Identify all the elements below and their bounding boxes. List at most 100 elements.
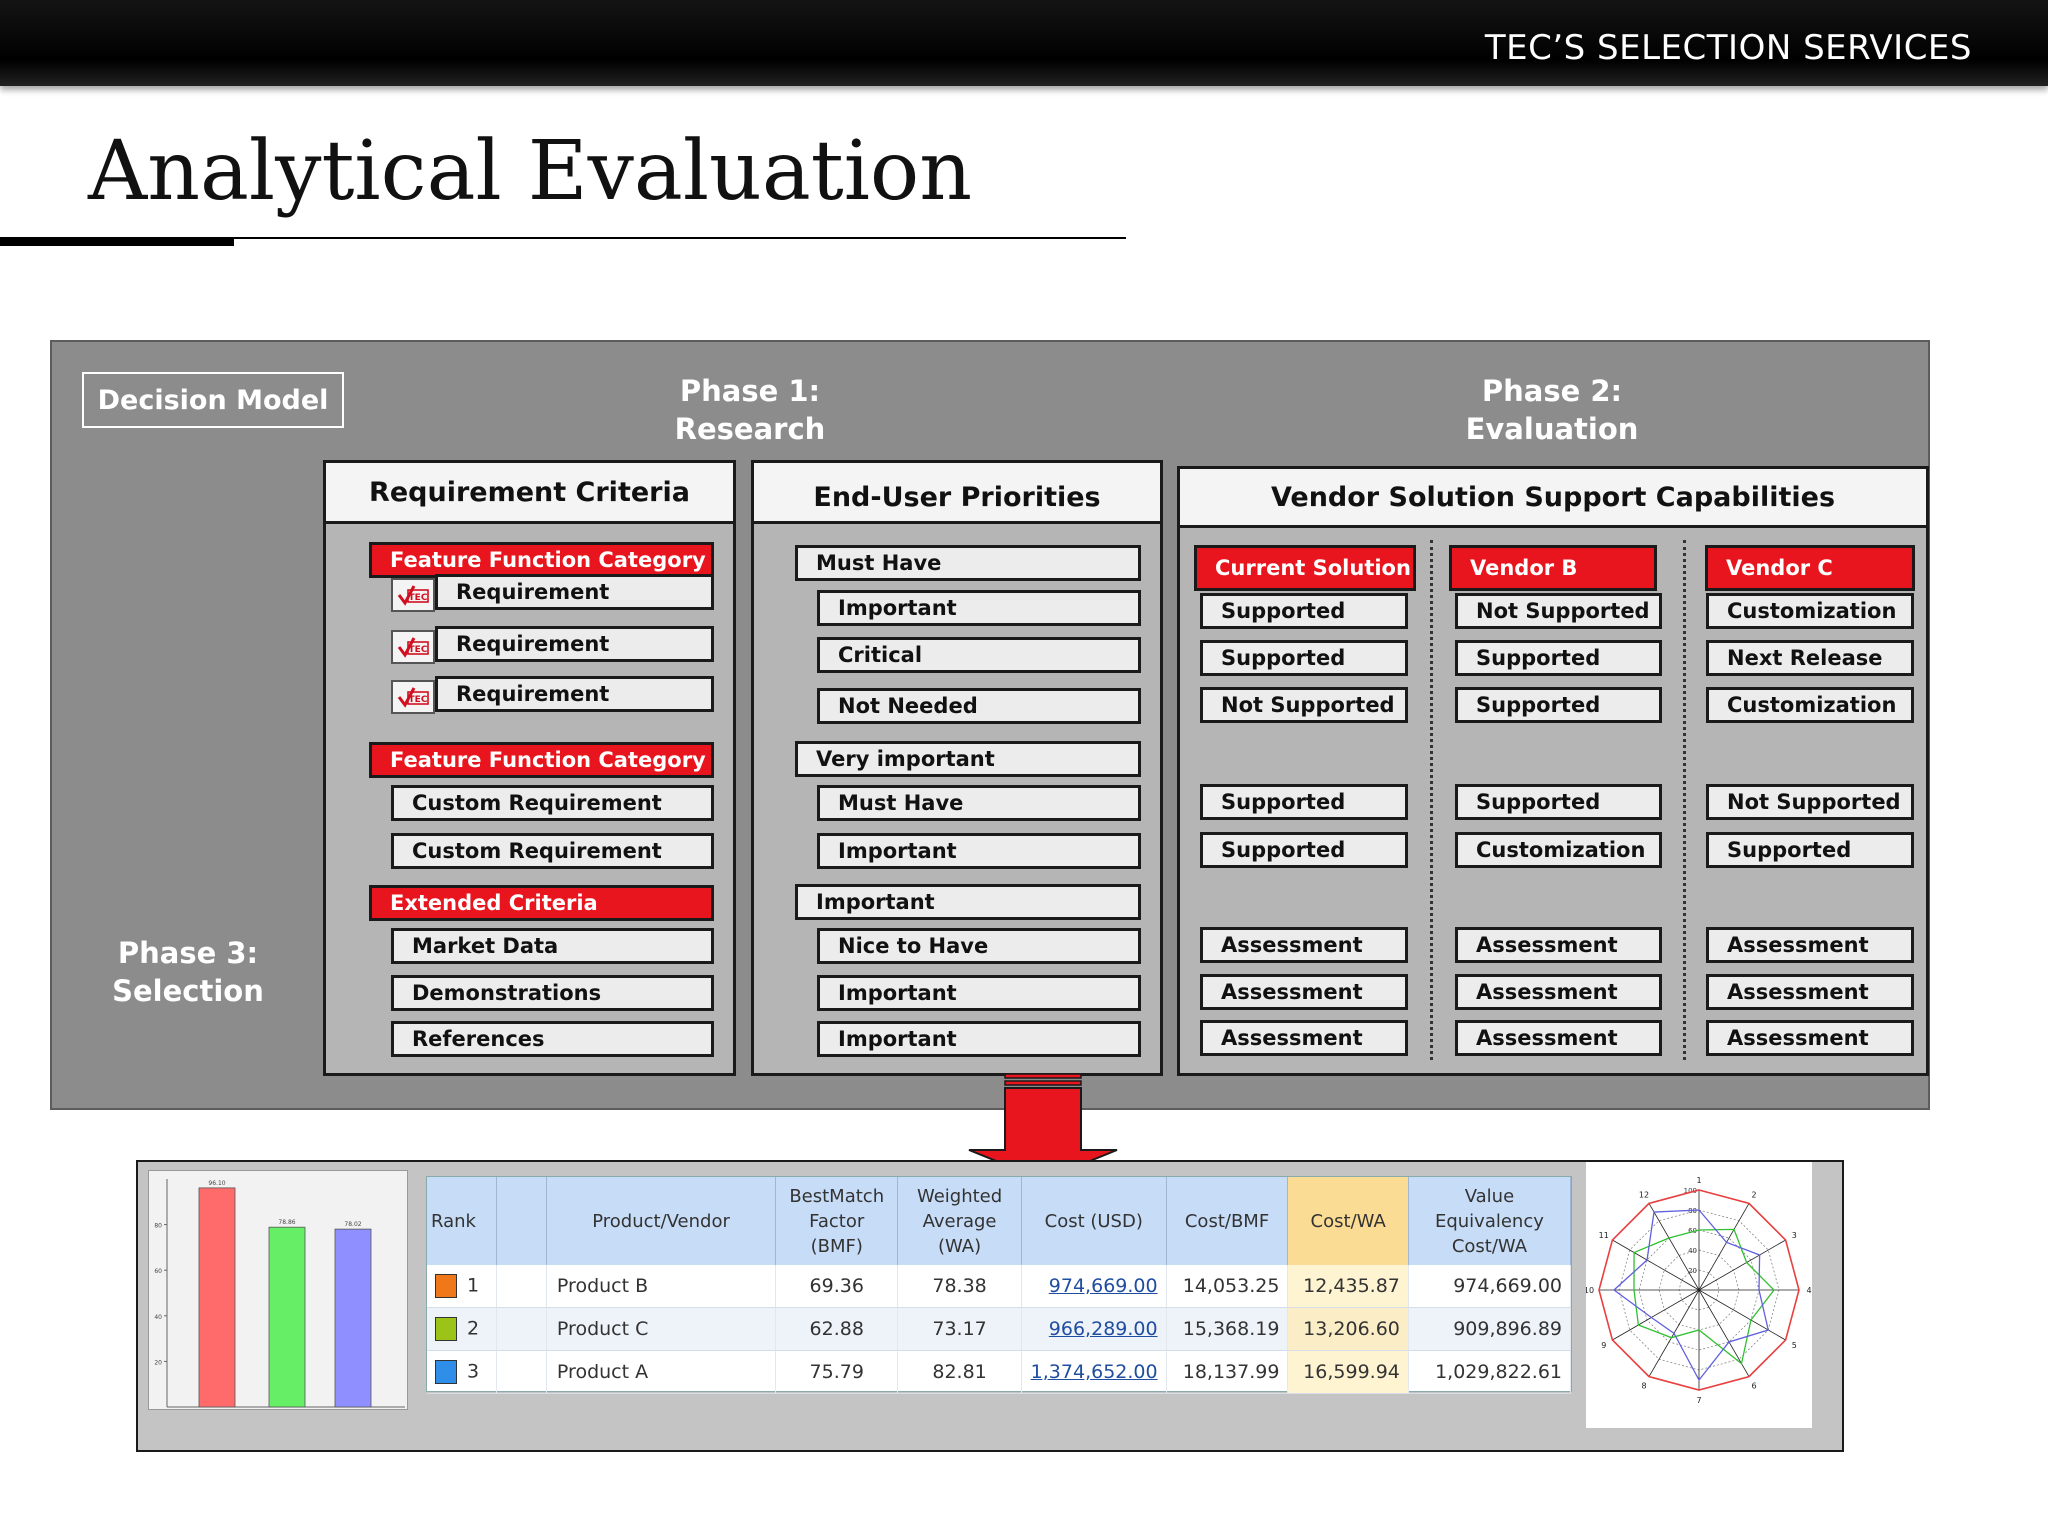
criteria-item: Custom Requirement [391, 833, 714, 869]
column-header[interactable]: Weighted Average (WA) [897, 1177, 1022, 1265]
product-name: Product B [546, 1265, 777, 1308]
priority-item: Important [817, 975, 1141, 1011]
table-row[interactable]: 3 Product A 75.79 82.81 1,374,652.00 18,137.9… [427, 1350, 1572, 1394]
vendor-capability: Supported [1455, 687, 1662, 723]
radar-tick-label: 80 [1688, 1207, 1697, 1215]
vendor-capability: Customization [1455, 832, 1662, 868]
phase-3-line-1: Phase 3: [117, 936, 259, 970]
bar-data-label: 78.86 [278, 1219, 295, 1226]
vendor-capability: Not Supported [1200, 687, 1408, 723]
priority-item: Important [817, 590, 1141, 626]
requirement-row: TEC Requirement [391, 676, 714, 716]
priority-item: Important [817, 833, 1141, 869]
vendor-name: Vendor C [1705, 545, 1915, 591]
svg-text:TEC: TEC [409, 645, 428, 655]
column-header[interactable] [496, 1177, 547, 1265]
bar [268, 1226, 306, 1408]
vendor-capability: Customization [1706, 687, 1914, 723]
phase-3-line-2: Selection [112, 974, 264, 1008]
vendor-capability: Supported [1706, 832, 1914, 868]
table-row[interactable]: 1 Product B 69.36 78.38 974,669.00 14,053.25 1… [427, 1265, 1572, 1308]
radar-axis-label: 11 [1599, 1231, 1609, 1240]
rank-color-swatch [435, 1317, 457, 1341]
radar-axis-label: 9 [1601, 1341, 1606, 1350]
vendor-capability: Assessment [1200, 974, 1408, 1010]
y-tick-label: 40 [154, 1314, 162, 1321]
vendor-capability: Next Release [1706, 640, 1914, 676]
y-tick-label: 60 [154, 1268, 162, 1275]
end-user-priorities-header: End-User Priorities [751, 460, 1163, 524]
bar-chart-svg: 20 40 60 80 96.10 78.86 78.02 [154, 1179, 405, 1408]
vendor-capability: Supported [1200, 784, 1408, 820]
spacer-cell [496, 1350, 547, 1394]
vendor-capability: Supported [1200, 832, 1408, 868]
cost-link[interactable]: 974,669.00 [1021, 1265, 1167, 1308]
vendor-capability: Supported [1200, 593, 1408, 629]
page-title: Analytical Evaluation [88, 124, 973, 219]
down-arrow-icon [968, 1074, 1118, 1182]
category-label: Feature Function Category [369, 542, 714, 578]
rank-number: 3 [467, 1360, 480, 1383]
decision-model-label: Decision Model [82, 372, 344, 428]
column-header[interactable]: Value Equivalency Cost/WA [1408, 1177, 1572, 1265]
radar-spoke [1698, 1203, 1750, 1291]
cost-bmf-value: 18,137.99 [1166, 1350, 1289, 1394]
category-label: Feature Function Category [369, 742, 714, 778]
column-header[interactable]: Cost/BMF [1166, 1177, 1289, 1265]
vendor-capability: Assessment [1706, 974, 1914, 1010]
cost-link[interactable]: 966,289.00 [1021, 1307, 1167, 1351]
priority-item: Critical [817, 637, 1141, 673]
radar-tick-label: 20 [1688, 1267, 1697, 1275]
bar [198, 1187, 236, 1408]
results-table-container: Rank Product/Vendor BestMatch Factor (BMF)… [426, 1176, 1572, 1394]
spacer-cell [496, 1265, 547, 1308]
radar-chart: 20 40 60 80 100 1 2 3 4 5 6 7 8 9 10 11 12 [1584, 1162, 1812, 1428]
priority-item: Important [817, 1021, 1141, 1057]
phase-2-line-2: Evaluation [1465, 412, 1639, 446]
bar [334, 1228, 372, 1408]
cost-bmf-value: 15,368.19 [1166, 1307, 1289, 1351]
requirement-label: Requirement [435, 676, 714, 712]
vendor-divider [1683, 540, 1686, 1060]
vendor-capability: Supported [1455, 640, 1662, 676]
rank-cell: 1 [427, 1265, 497, 1308]
vendor-capability: Supported [1455, 784, 1662, 820]
radar-spoke [1612, 1239, 1700, 1291]
vendor-capability: Customization [1706, 593, 1914, 629]
column-header[interactable]: Cost (USD) [1021, 1177, 1167, 1265]
vendor-support-header: Vendor Solution Support Capabilities [1177, 466, 1929, 528]
cost-bmf-value: 14,053.25 [1166, 1265, 1289, 1308]
cost-link[interactable]: 1,374,652.00 [1021, 1350, 1167, 1394]
priority-group-label: Very important [795, 741, 1141, 777]
tec-check-icon: TEC [391, 630, 435, 664]
rank-number: 1 [467, 1274, 480, 1297]
priority-group-label: Important [795, 884, 1141, 920]
vendor-capability: Supported [1200, 640, 1408, 676]
y-tick-label: 20 [154, 1359, 162, 1366]
value-equivalency: 974,669.00 [1408, 1265, 1572, 1308]
results-table-header-row: Rank Product/Vendor BestMatch Factor (BMF)… [427, 1177, 1572, 1265]
bmf-value: 75.79 [775, 1350, 899, 1394]
column-header[interactable]: Rank [427, 1177, 497, 1265]
requirement-row: TEC Requirement [391, 574, 714, 614]
phase-1-line-2: Research [674, 412, 826, 446]
column-header[interactable]: BestMatch Factor (BMF) [775, 1177, 899, 1265]
results-table: Rank Product/Vendor BestMatch Factor (BMF)… [427, 1177, 1572, 1394]
cost-wa-value: 12,435.87 [1287, 1265, 1409, 1308]
bar-data-label: 78.02 [344, 1221, 361, 1228]
radar-series-line [1598, 1189, 1800, 1391]
radar-axis-label: 6 [1751, 1381, 1756, 1390]
radar-series-line [1633, 1228, 1775, 1365]
table-row[interactable]: 2 Product C 62.88 73.17 966,289.00 15,368.19 1… [427, 1307, 1572, 1351]
phase-3-label: Phase 3: Selection [86, 934, 290, 1010]
vendor-capability: Not Supported [1455, 593, 1662, 629]
radar-tick-label: 100 [1684, 1187, 1697, 1195]
column-header[interactable]: Cost/WA [1287, 1177, 1409, 1265]
bmf-value: 62.88 [775, 1307, 899, 1351]
phase-1-label: Phase 1: Research [620, 372, 880, 448]
column-header[interactable]: Product/Vendor [546, 1177, 777, 1265]
tec-check-icon: TEC [391, 578, 435, 612]
title-underline [0, 237, 1126, 239]
radar-series-line [1612, 1209, 1770, 1382]
